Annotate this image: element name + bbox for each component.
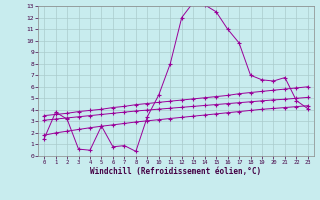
X-axis label: Windchill (Refroidissement éolien,°C): Windchill (Refroidissement éolien,°C) — [91, 167, 261, 176]
